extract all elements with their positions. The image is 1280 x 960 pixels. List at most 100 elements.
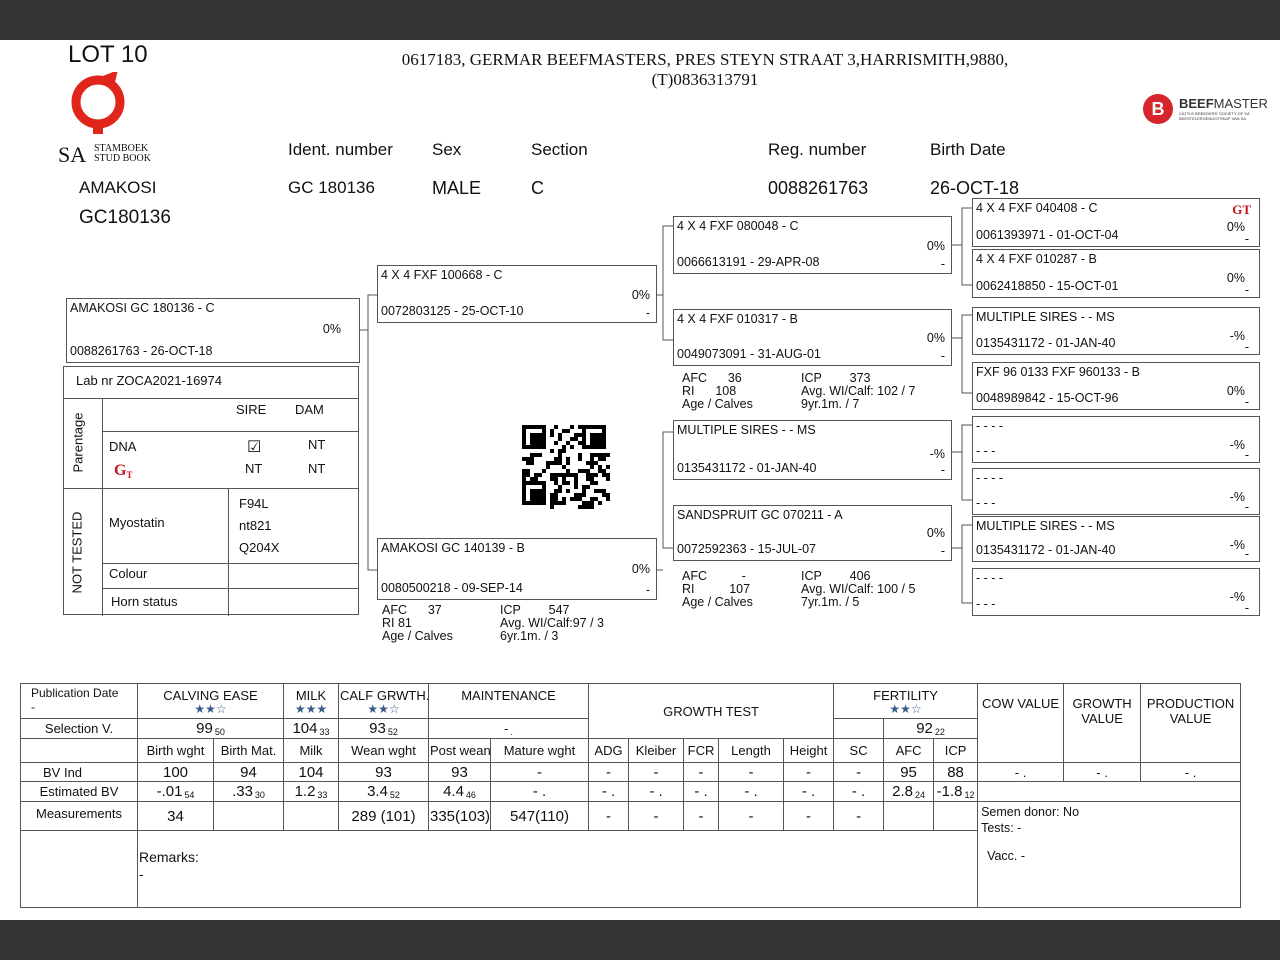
production-value-header: PRODUCTION VALUE (1140, 683, 1242, 763)
pedigree-dam-dam[interactable]: SANDSPRUIT GC 070211 - A 0% 0072592363 - 1… (673, 505, 952, 561)
ancestor-percent: -% (1229, 538, 1245, 552)
animal-id: GC180136 (79, 207, 171, 228)
column-header: Length (718, 738, 784, 763)
estimated-bv-cell: .33 30 (213, 781, 284, 802)
column-header: Wean wght (338, 738, 429, 763)
estimated-bv-cell: - . (683, 781, 719, 802)
pedigree-gen3-ancestor[interactable]: 4 X 4 FXF 010287 - B 0% 0062418850 - 15-OC… (972, 249, 1260, 298)
growth-value-header: GROWTH VALUE (1063, 683, 1142, 763)
bv-ind-cell: 93 (338, 762, 429, 782)
calving-selection: 99 50 (137, 718, 284, 739)
ancestor-name: - - - - (976, 571, 1004, 585)
studbook-logo: SA STAMBOEK STUD BOOK (58, 70, 158, 167)
calf-selection: 93 52 (338, 718, 429, 739)
pedigree-gen3-ancestor[interactable]: 4 X 4 FXF 040408 - C 0% 0061393971 - 01-OC… (972, 198, 1260, 247)
semen-donor-info: Semen donor: No Tests: - Vacc. - (977, 801, 1242, 908)
milk-selection: 104 33 (283, 718, 339, 739)
myostatin-values: F94L nt821 Q204X (239, 496, 280, 555)
fertility-stars-icon: ★★☆ (889, 701, 922, 716)
owner-address: 0617183, GERMAR BEEFMASTERS, PRES STEYN … (401, 50, 1009, 89)
bv-ind-label: BV Ind (20, 762, 138, 782)
lot-number: LOT 10 (68, 41, 148, 68)
beefmaster-logo: B BEEFMASTER CATTLE BREEDERS' SOCIETY OF… (1143, 94, 1273, 126)
ancestor-percent: 0% (1226, 220, 1245, 234)
birth-value: 26-OCT-18 (930, 178, 1020, 198)
gt-logo-icon: GT (1232, 202, 1251, 217)
dna-dam-value: NT (308, 437, 326, 452)
estimated-bv-cell: - . (628, 781, 684, 802)
growth-test-header: GROWTH TEST (587, 683, 835, 739)
parentage-label: Parentage (70, 412, 86, 473)
measurement-cell: 547(110) (490, 801, 589, 831)
column-header: Birth wght (137, 738, 214, 763)
value-index-cell: - . (1063, 762, 1142, 782)
bv-ind-cell: - (628, 762, 684, 782)
horn-status-label: Horn status (111, 594, 178, 609)
ancestor-dash: - (1244, 340, 1249, 354)
column-header: Mature wght (490, 738, 589, 763)
column-header: ADG (588, 738, 629, 763)
pedigree-gen3-ancestor[interactable]: MULTIPLE SIRES - - MS -% 0135431172 - 01-J… (972, 307, 1260, 355)
reg-value: 0088261763 (768, 178, 869, 198)
dam-dam-info-right: ICP 406 Avg. WI/Calf: 100 / 5 7yr.1m. / 5 (801, 569, 916, 609)
value-index-cell: - . (977, 762, 1065, 782)
measurement-cell: 34 (137, 801, 214, 831)
reg-label: Reg. number (768, 140, 867, 159)
measurement-cell (883, 801, 935, 831)
bv-ind-cell: 94 (213, 762, 284, 782)
ancestor-name: MULTIPLE SIRES - - MS (976, 519, 1115, 533)
bv-ind-cell: - (782, 762, 835, 782)
estimated-bv-label: Estimated BV (20, 781, 138, 802)
bv-ind-cell: 88 (933, 762, 979, 782)
pedigree-gen3-ancestor[interactable]: - - - - -% - - - - (972, 568, 1260, 616)
ancestor-name: 4 X 4 FXF 010287 - B (976, 252, 1097, 266)
measurement-cell (933, 801, 979, 831)
maintenance-header: MAINTENANCE (428, 683, 589, 719)
qr-code (522, 425, 610, 509)
bv-ind-cell: 100 (137, 762, 214, 782)
ancestor-reg: - - - (976, 597, 996, 611)
pedigree-sire-dam[interactable]: 4 X 4 FXF 010317 - B 0% 0049073091 - 31-AU… (673, 309, 952, 366)
ancestor-dash: - (1244, 448, 1249, 462)
ancestor-reg: 0048989842 - 15-OCT-96 (976, 391, 1119, 405)
dam-col-label: DAM (295, 402, 324, 417)
pedigree-sire[interactable]: 4 X 4 FXF 100668 - C 0% 0072803125 - 25-OC… (377, 265, 657, 323)
birth-label: Birth Date (930, 140, 1006, 159)
measurement-cell (213, 801, 284, 831)
measurement-cell: - (782, 801, 835, 831)
calving-ease-header: CALVING EASE ★★☆ (137, 683, 284, 719)
ancestor-reg: 0135431172 - 01-JAN-40 (976, 543, 1116, 557)
calf-growth-header: CALF GRWTH. ★★☆ (338, 683, 429, 719)
column-header: Milk (283, 738, 339, 763)
pedigree-dam-sire[interactable]: MULTIPLE SIRES - - MS -% 0135431172 - 01-J… (673, 420, 952, 480)
pedigree-gen3-ancestor[interactable]: MULTIPLE SIRES - - MS -% 0135431172 - 01-J… (972, 516, 1260, 562)
estimated-bv-cell: - . (718, 781, 784, 802)
calving-stars-icon: ★★☆ (194, 701, 227, 716)
not-tested-label: NOT TESTED (69, 511, 85, 594)
dam-dam-info: AFC - RI 107 Age / Calves (682, 569, 753, 609)
ancestor-name: - - - - (976, 471, 1004, 485)
pedigree-subject[interactable]: AMAKOSI GC 180136 - C 0% 0088261763 - 26-O… (66, 298, 360, 363)
pedigree-gen3-ancestor[interactable]: FXF 96 0133 FXF 960133 - B 0% 0048989842 -… (972, 362, 1260, 410)
bv-ind-cell: - (718, 762, 784, 782)
selection-label: Selection V. (20, 718, 138, 739)
pedigree-gen3-ancestor[interactable]: - - - - -% - - - - (972, 416, 1260, 463)
dna-label: DNA (109, 439, 137, 454)
ancestor-dash: - (1244, 283, 1249, 297)
pedigree-dam[interactable]: AMAKOSI GC 140139 - B 0% 0080500218 - 09-S… (377, 538, 657, 600)
pedigree-sire-sire[interactable]: 4 X 4 FXF 080048 - C 0% 0066613191 - 29-AP… (673, 216, 952, 274)
measurements-label: Measurements (20, 801, 138, 831)
ancestor-dash: - (1244, 500, 1249, 514)
column-header: Birth Mat. (213, 738, 284, 763)
sex-label: Sex (432, 140, 462, 159)
sex-value: MALE (432, 178, 482, 198)
colour-label: Colour (109, 566, 148, 581)
myostatin-label: Myostatin (109, 515, 165, 530)
ancestor-reg: 0061393971 - 01-OCT-04 (976, 228, 1119, 242)
gt-sire-value: NT (245, 461, 263, 476)
fertility-selection: 92 22 (883, 718, 979, 739)
measurement-cell: - (833, 801, 885, 831)
pedigree-gen3-ancestor[interactable]: - - - - -% - - - - (972, 468, 1260, 515)
ancestor-reg: - - - (976, 496, 996, 510)
column-header: Height (782, 738, 835, 763)
